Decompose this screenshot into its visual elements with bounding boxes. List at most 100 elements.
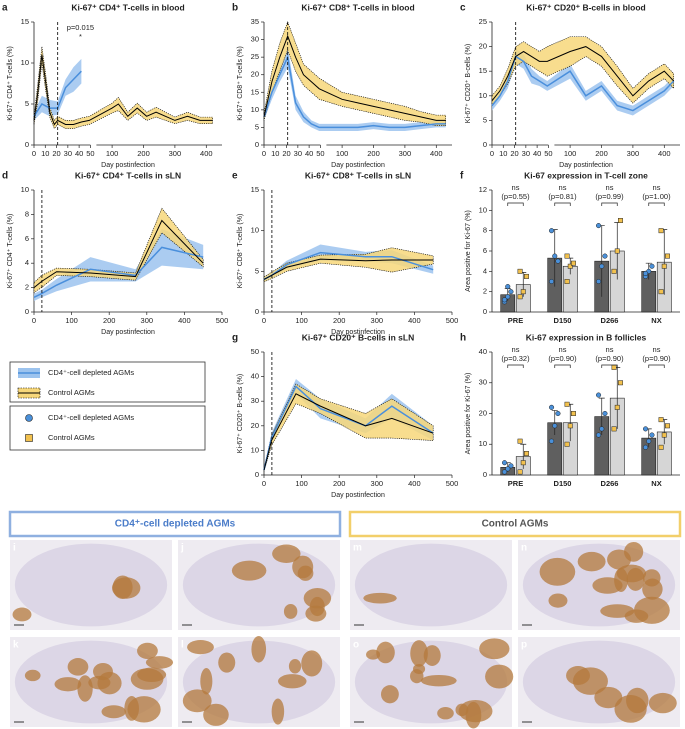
data-point [595, 278, 602, 285]
x-tick-label: 200 [103, 316, 116, 325]
group-header [348, 510, 682, 538]
y-tick-label: 20 [479, 408, 487, 417]
follicle [101, 705, 126, 719]
y-tick-label: 0 [255, 140, 259, 149]
data-point [552, 423, 558, 429]
follicle [420, 674, 457, 687]
data-point [658, 228, 664, 234]
data-point [602, 410, 608, 417]
follicle [479, 638, 510, 660]
x-tick-label: D150 [554, 479, 572, 488]
y-axis-label: Ki-67⁺ CD4⁺ T-cells (%) [7, 46, 14, 121]
y-tick-label: 8 [483, 226, 487, 235]
comparison-label: ns [606, 183, 614, 192]
follicle [278, 674, 307, 689]
y-tick-label: 10 [479, 439, 487, 448]
panel-letter: p [521, 640, 527, 651]
y-tick-label: 5 [255, 122, 259, 131]
data-point [548, 228, 555, 234]
data-point [517, 268, 523, 274]
series-line [33, 246, 204, 299]
data-point [564, 441, 570, 447]
follicle [137, 642, 158, 659]
data-point [611, 268, 617, 274]
panel-letter: m [353, 543, 362, 554]
legend-box [9, 405, 206, 451]
group-header [8, 510, 342, 538]
data-point [618, 380, 623, 386]
group-title: CD4⁺-cell depleted AGMs [115, 519, 236, 530]
x-tick-label: PRE [508, 479, 523, 488]
comparison-label: ns [606, 345, 614, 354]
x-axis-label: Day postinfection [101, 329, 155, 336]
error-band [263, 21, 447, 126]
data-point [661, 432, 667, 438]
panel-letter: g [232, 333, 238, 344]
data-point [595, 432, 602, 438]
follicle [182, 689, 212, 713]
follicle [218, 652, 236, 673]
comparison-bracket [601, 202, 618, 206]
data-point [501, 469, 508, 475]
data-point [571, 411, 576, 416]
data-point [505, 284, 511, 290]
x-tick-label: 300 [371, 479, 384, 488]
follicle [305, 605, 327, 622]
data-point [555, 410, 561, 417]
data-point [567, 423, 573, 429]
error-band [33, 207, 204, 294]
comparison-p: (p=0.99) [595, 192, 624, 201]
y-tick-label: 10 [21, 185, 29, 194]
follicle [297, 565, 314, 581]
x-tick-label: 200 [333, 479, 346, 488]
follicle [12, 607, 32, 622]
y-tick-label: 5 [483, 115, 487, 124]
chart-title: Ki-67⁺ CD20⁺ B-cells in sLN [302, 332, 414, 342]
y-tick-label: 0 [483, 140, 487, 149]
follicle [642, 578, 663, 600]
data-point [517, 469, 523, 475]
x-tick-label: 300 [371, 316, 384, 325]
comparison-p: (p=0.90) [595, 354, 624, 363]
follicle [437, 706, 454, 720]
data-point [602, 253, 608, 259]
y-tick-label: 35 [251, 17, 259, 26]
x-tick-label: 0 [32, 149, 36, 158]
x-tick-label: 300 [141, 316, 154, 325]
data-point [658, 444, 664, 450]
y-tick-label: 15 [251, 185, 259, 194]
data-point [642, 426, 649, 432]
x-tick-label: 10 [41, 149, 49, 158]
x-axis-label: Day postinfection [559, 162, 613, 169]
y-axis-label: Area positive for Ki-67 (%) [465, 373, 472, 455]
panel-letter: e [232, 171, 238, 182]
x-tick-label: 40 [75, 149, 83, 158]
follicle [111, 577, 141, 599]
series-line [263, 54, 446, 129]
y-tick-label: 30 [251, 396, 259, 405]
x-tick-label: D266 [601, 316, 619, 325]
data-point [611, 426, 617, 432]
follicle [410, 640, 428, 667]
follicle [24, 669, 41, 682]
x-tick-label: 100 [106, 149, 119, 158]
annotation: * [79, 32, 82, 41]
y-axis-label: Ki-67⁺ CD8⁺ T-cells (%) [237, 214, 244, 289]
x-axis-label: Day postinfection [331, 492, 385, 499]
y-tick-label: 15 [21, 17, 29, 26]
follicle [145, 656, 174, 669]
y-tick-label: 20 [251, 70, 259, 79]
comparison-label: ns [559, 183, 567, 192]
follicle [203, 703, 229, 726]
panel-letter: l [181, 640, 184, 651]
comparison-bracket [507, 364, 524, 368]
data-point [524, 273, 529, 279]
x-tick-label: D266 [601, 479, 619, 488]
follicle [539, 557, 576, 586]
x-tick-label: 0 [490, 149, 494, 158]
chart-title: Ki-67 expression in T-cell zone [524, 170, 648, 180]
follicle [303, 587, 332, 609]
follicle [54, 677, 82, 692]
data-point [508, 289, 514, 295]
x-tick-label: 400 [430, 149, 443, 158]
